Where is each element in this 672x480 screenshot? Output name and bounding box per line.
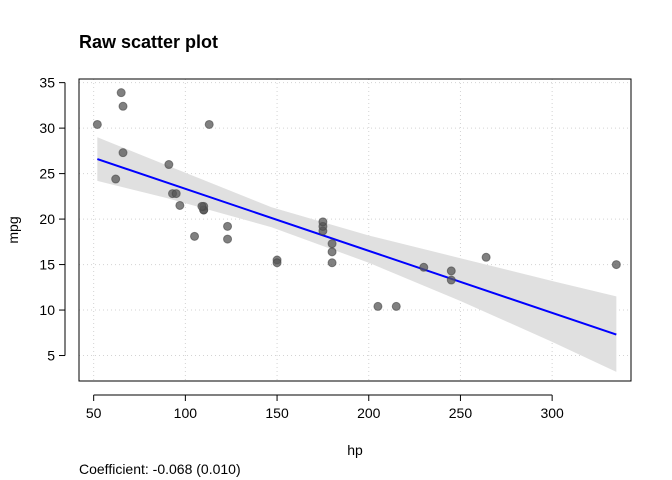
- y-tick-label: 15: [39, 257, 55, 273]
- plot-frame: [78, 78, 632, 382]
- data-point: [164, 160, 174, 170]
- y-tick-label: 20: [39, 211, 55, 227]
- data-point: [190, 231, 200, 241]
- x-tick-label: 300: [540, 405, 564, 421]
- x-tick-label: 250: [449, 405, 473, 421]
- confidence-band: [97, 137, 617, 372]
- regression-line: [97, 158, 617, 336]
- data-point: [118, 148, 128, 158]
- y-tick-label: 35: [39, 75, 55, 91]
- x-tick-label: 200: [357, 405, 381, 421]
- data-point: [204, 119, 214, 129]
- data-point: [116, 88, 126, 98]
- y-tick-label: 30: [39, 120, 55, 136]
- data-point: [175, 200, 185, 210]
- data-point: [197, 201, 207, 211]
- x-tick-label: 100: [174, 405, 198, 421]
- coefficient-caption: Coefficient: -0.068 (0.010): [79, 461, 241, 477]
- data-point: [92, 119, 102, 129]
- data-point: [118, 101, 128, 111]
- data-point: [446, 266, 456, 276]
- data-point: [223, 234, 233, 244]
- fit-line-layer: [97, 158, 617, 336]
- x-axis-label: hp: [347, 442, 363, 458]
- x-tick-label: 150: [265, 405, 289, 421]
- y-tick-label: 25: [39, 166, 55, 182]
- data-point: [111, 174, 121, 184]
- axes: 50 100 150 200 250 300 5 10 15 20 25 30 35: [39, 75, 564, 421]
- data-point: [419, 262, 429, 272]
- y-tick-label: 10: [39, 302, 55, 318]
- data-point: [446, 275, 456, 285]
- data-point: [327, 247, 337, 257]
- confidence-band-layer: [97, 137, 617, 372]
- points-layer: [92, 88, 621, 311]
- data-point: [373, 301, 383, 311]
- data-point: [223, 221, 233, 231]
- data-point: [327, 239, 337, 249]
- data-point: [391, 301, 401, 311]
- data-point: [272, 258, 282, 268]
- data-point: [318, 217, 328, 227]
- data-point: [171, 189, 181, 199]
- data-point: [327, 258, 337, 268]
- x-tick-label: 50: [86, 405, 102, 421]
- y-tick-label: 5: [47, 348, 55, 364]
- chart-title: Raw scatter plot: [79, 32, 218, 52]
- y-axis-label: mpg: [5, 216, 21, 243]
- data-point: [611, 260, 621, 270]
- data-point: [481, 252, 491, 262]
